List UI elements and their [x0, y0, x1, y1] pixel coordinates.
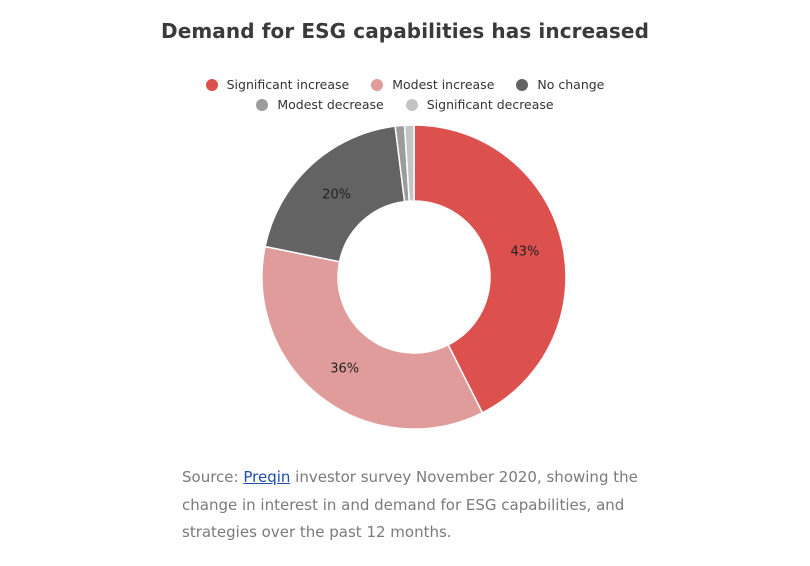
chart-legend-row-2: Modest decrease Significant decrease — [0, 97, 810, 112]
data-label-no-change: 20% — [322, 187, 351, 202]
donut-slice-no-change[interactable] — [264, 125, 406, 263]
caption-prefix: Source: — [182, 468, 244, 486]
donut-slice-modest-increase[interactable] — [261, 245, 484, 430]
legend-item-modest-decrease[interactable]: Modest decrease — [256, 97, 384, 112]
donut-slice-significant-increase[interactable] — [413, 124, 567, 414]
data-label-modest-increase: 36% — [330, 362, 359, 377]
caption-text: investor survey November 2020, showing t… — [182, 468, 638, 541]
legend-swatch — [205, 78, 218, 91]
legend-swatch — [256, 98, 269, 111]
legend-item-significant-decrease[interactable]: Significant decrease — [405, 97, 554, 112]
data-label-significant-increase: 43% — [510, 245, 539, 260]
chart-legend-row-1: Significant increase Modest increase No … — [0, 77, 810, 92]
source-caption: Source: Preqin investor survey November … — [182, 464, 652, 547]
donut-slice-significant-decrease[interactable] — [403, 124, 415, 202]
legend-swatch — [516, 78, 529, 91]
legend-label: Significant increase — [226, 77, 350, 92]
source-link[interactable]: Preqin — [243, 468, 291, 486]
legend-item-significant-increase[interactable]: Significant increase — [205, 77, 350, 92]
legend-label: Modest decrease — [277, 97, 384, 112]
legend-label: Significant decrease — [426, 97, 554, 112]
legend-item-no-change[interactable]: No change — [516, 77, 604, 92]
legend-label: Modest increase — [392, 77, 495, 92]
legend-label: No change — [537, 77, 605, 92]
legend-item-modest-increase[interactable]: Modest increase — [371, 77, 494, 92]
donut-chart: 43% 36% 20% — [261, 124, 567, 430]
legend-swatch — [405, 98, 418, 111]
chart-title: Demand for ESG capabilities has increase… — [161, 19, 649, 43]
legend-swatch — [371, 78, 384, 91]
